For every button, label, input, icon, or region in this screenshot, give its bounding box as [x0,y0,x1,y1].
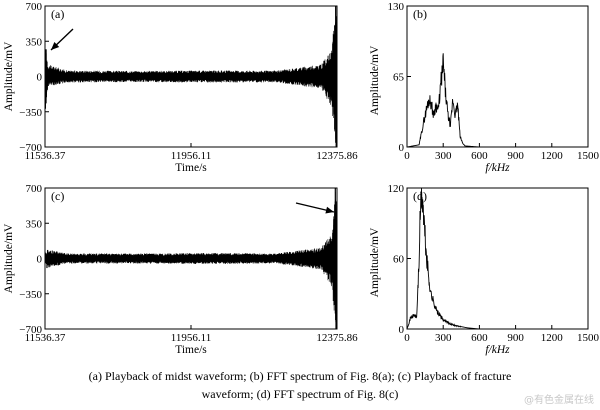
x-tick-label: 1500 [577,150,600,162]
annotation-arrow-head [325,206,334,214]
y-tick-label: −350 [19,107,42,119]
y-tick-label: 350 [26,218,43,230]
x-tick-label: 900 [507,332,524,344]
x-axis-label: f/kHz [485,344,510,356]
x-tick-label: 11956.11 [171,332,211,344]
x-tick-label: 600 [471,332,488,344]
x-tick-label: 0 [404,150,410,162]
x-axis-label: Time/s [175,162,207,174]
watermark: @有色金属在线 [524,395,594,406]
panel-b: 130 65 00 300 600 900 1200 1500 f/kHz Amplitude/m… [369,1,600,174]
waveform-line [44,16,338,143]
y-axis-label: Amplitude/mV [3,41,15,111]
panel-label: (c) [51,189,64,203]
y-tick-label: 350 [26,36,43,48]
y-tick-label: 60 [393,254,405,266]
x-tick-label: 300 [435,332,452,344]
y-tick-label: 120 [388,183,405,195]
y-axis-label: Amplitude/mV [369,45,381,115]
spectrum-line [406,53,588,148]
x-tick-label: 12375.86 [316,150,358,162]
y-tick-label: 0 [399,142,405,154]
y-axis-label: Amplitude/mV [3,223,15,293]
y-tick-label: −700 [19,324,42,336]
waveform-line [44,192,338,323]
x-tick-label: 11536.37 [25,150,66,162]
x-tick-label: 1500 [577,332,600,344]
spectrum-line [406,187,588,330]
y-tick-label: 0 [37,72,43,84]
y-tick-label: −350 [19,289,42,301]
figure-caption-line-2: waveform; (d) FFT spectrum of Fig. 8(c) [201,387,399,401]
x-tick-label: 1200 [541,332,564,344]
y-tick-label: 130 [388,1,405,13]
x-tick-label: 600 [471,150,488,162]
y-tick-label: −700 [19,142,42,154]
figure-caption-line-1: (a) Playback of midst waveform; (b) FFT … [88,369,512,383]
y-tick-label: 0 [399,324,405,336]
x-tick-label: 11956.11 [171,150,211,162]
y-tick-label: 0 [37,254,43,266]
y-tick-label: 700 [26,1,43,13]
panel-label: (d) [413,189,427,203]
x-tick-label: 1200 [541,150,564,162]
y-tick-label: 700 [26,183,43,195]
annotation-arrow-head [51,41,60,50]
x-tick-label: 300 [435,150,452,162]
panel-label: (a) [51,7,64,21]
x-tick-label: 900 [507,150,524,162]
x-axis-label: f/kHz [485,162,510,174]
y-axis-label: Amplitude/mV [369,227,381,297]
x-tick-label: 12375.86 [316,332,358,344]
y-tick-label: 65 [393,72,405,84]
x-tick-label: 11536.37 [25,332,66,344]
x-axis-label: Time/s [175,344,207,356]
plot-frame [406,5,589,148]
x-tick-label: 0 [404,332,410,344]
panel-label: (b) [413,7,427,21]
